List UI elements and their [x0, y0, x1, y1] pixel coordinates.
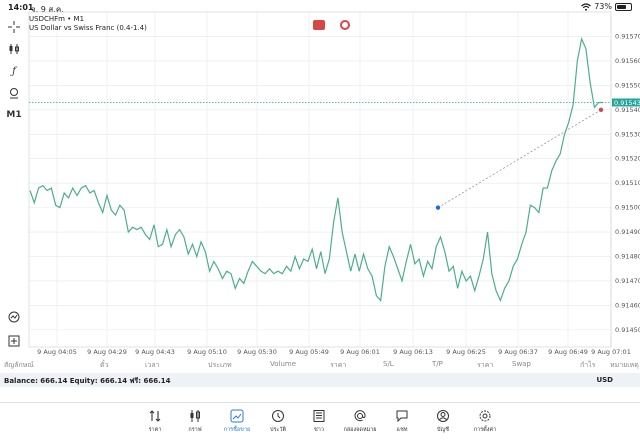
y-tick-label: 0.91570 [615, 32, 640, 40]
y-tick-label: 0.91460 [615, 301, 640, 309]
table-column-header[interactable]: Swap [512, 360, 531, 368]
nav-item[interactable]: กล่องจดหมาย [340, 409, 380, 434]
y-tick-label: 0.91480 [615, 253, 640, 261]
objects-icon[interactable] [5, 84, 23, 102]
table-column-header[interactable]: Volume [270, 360, 297, 368]
x-tick-label: 9 Aug 07:01 [591, 348, 631, 356]
price-chart[interactable]: 0.91570 0.91560 0.91550 0.91540 0.91530 0.915… [0, 0, 640, 360]
table-column-header[interactable]: เวลา [145, 361, 160, 369]
y-tick-label: 0.91520 [615, 155, 640, 163]
trade-table-header: สัญลักษณ์ ตั๋ว เวลา ประเภท Volume ราคา S/L T/P ร… [0, 359, 640, 371]
mailbox-icon [353, 409, 367, 423]
timeframe-m1-button[interactable]: M1 [6, 110, 22, 120]
status-bar: 14:01 จ. 9 ส.ค. 73% [0, 0, 640, 14]
status-date: จ. 9 ส.ค. [31, 5, 64, 14]
x-tick-label: 9 Aug 06:13 [393, 348, 433, 356]
nav-item-label: กราฟ [188, 427, 202, 433]
table-column-header[interactable]: S/L [383, 360, 394, 368]
bottom-navigation: ราคา กราฟ การซื้อขาย ประวัติ ข่าว กล่องจดหมาย… [0, 402, 640, 447]
x-axis-ticks: 9 Aug 04:05 9 Aug 04:29 9 Aug 04:43 9 Aug 0… [37, 348, 631, 356]
balance-text: Balance: 666.14 Equity: 666.14 ฟรี: 666.… [4, 377, 171, 385]
trade-chart-icon [230, 409, 244, 423]
status-time: 14:01 [8, 3, 34, 12]
y-tick-label: 0.91540 [615, 106, 640, 114]
navigation-icon[interactable] [5, 308, 23, 326]
candles-icon [188, 409, 202, 423]
table-column-header[interactable]: กำไร [580, 361, 596, 369]
current-price-label: 0.91543 [614, 99, 640, 107]
x-tick-label: 9 Aug 06:49 [548, 348, 588, 356]
nav-item[interactable]: การตั้งค่า [465, 409, 505, 434]
x-tick-label: 9 Aug 06:25 [446, 348, 486, 356]
y-tick-label: 0.91470 [615, 277, 640, 285]
nav-item[interactable]: ประวัติ [258, 409, 298, 434]
nav-item-label: การตั้งค่า [473, 427, 497, 433]
battery-percent: 73% [594, 2, 612, 11]
trend-annotation-start-point[interactable] [435, 205, 441, 210]
table-column-header[interactable]: สัญลักษณ์ [4, 361, 34, 369]
balance-currency: USD [596, 376, 613, 384]
nav-item[interactable]: ข่าว [299, 409, 339, 434]
y-tick-label: 0.91500 [615, 204, 640, 212]
nav-item-label: กล่องจดหมาย [343, 427, 377, 433]
news-icon [312, 409, 326, 423]
x-tick-label: 9 Aug 04:43 [135, 348, 175, 356]
y-tick-label: 0.91510 [615, 179, 640, 187]
new-order-icon[interactable] [5, 332, 23, 350]
balance-bar: Balance: 666.14 Equity: 666.14 ฟรี: 666.… [0, 373, 640, 387]
x-tick-label: 9 Aug 05:30 [237, 348, 277, 356]
y-tick-label: 0.91450 [615, 326, 640, 334]
battery-fill [617, 4, 627, 9]
indicators-icon[interactable]: ƒ [12, 65, 16, 77]
x-tick-label: 9 Aug 06:01 [340, 348, 380, 356]
nav-item-label: ราคา [148, 427, 162, 433]
trend-annotation-end-point[interactable] [598, 107, 604, 113]
nav-item[interactable]: การซื้อขาย [217, 409, 257, 434]
x-tick-label: 9 Aug 06:37 [498, 348, 538, 356]
current-price-badge [612, 98, 640, 107]
nav-item[interactable]: ราคา [135, 409, 175, 434]
account-icon [436, 409, 450, 423]
table-column-header[interactable]: T/P [432, 360, 443, 368]
chart-toolbar: ƒ M1 [0, 14, 28, 347]
table-column-header[interactable]: ราคา [477, 361, 494, 369]
y-tick-label: 0.91550 [615, 81, 640, 89]
nav-item[interactable]: แชท [382, 409, 422, 434]
one-click-trading-icon[interactable] [313, 20, 325, 30]
nav-item-label: บัญชี [437, 427, 449, 433]
nav-item[interactable]: กราฟ [175, 409, 215, 434]
nav-item-label: การซื้อขาย [223, 427, 251, 433]
arrows-updown-icon [148, 409, 162, 423]
wifi-icon [581, 2, 592, 11]
nav-item-label: แชท [396, 427, 408, 433]
table-column-header[interactable]: ประเภท [208, 361, 232, 369]
history-icon [271, 409, 285, 423]
chart-description: US Dollar vs Swiss Franc (0.4-1.4) [29, 24, 147, 32]
x-tick-label: 9 Aug 04:05 [37, 348, 77, 356]
table-column-header[interactable]: ตั๋ว [100, 361, 109, 369]
chart-status-icon[interactable] [340, 20, 350, 30]
table-column-header[interactable]: หมายเหตุ [610, 361, 639, 369]
status-right: 73% [581, 2, 632, 11]
candles-icon[interactable] [5, 40, 23, 58]
chart-symbol-title: USDCHFm • M1 [29, 15, 85, 23]
settings-icon [478, 409, 492, 423]
table-column-header[interactable]: ราคา [330, 361, 347, 369]
x-tick-label: 9 Aug 05:10 [187, 348, 227, 356]
y-tick-label: 0.91530 [615, 130, 640, 138]
battery-icon [615, 2, 632, 11]
chat-icon [395, 409, 409, 423]
nav-item-label: ประวัติ [269, 427, 287, 433]
nav-item-label: ข่าว [314, 427, 324, 433]
y-tick-label: 0.91560 [615, 57, 640, 65]
x-tick-label: 9 Aug 04:29 [87, 348, 127, 356]
y-axis-ticks: 0.91570 0.91560 0.91550 0.91540 0.91530 0.915… [615, 32, 640, 333]
x-tick-label: 9 Aug 05:49 [289, 348, 329, 356]
price-series-line [29, 36, 603, 303]
chart-grid [28, 11, 612, 348]
nav-item[interactable]: บัญชี [423, 409, 463, 434]
chart-border [28, 11, 612, 348]
y-tick-label: 0.91490 [615, 228, 640, 236]
crosshair-icon[interactable] [5, 18, 23, 36]
